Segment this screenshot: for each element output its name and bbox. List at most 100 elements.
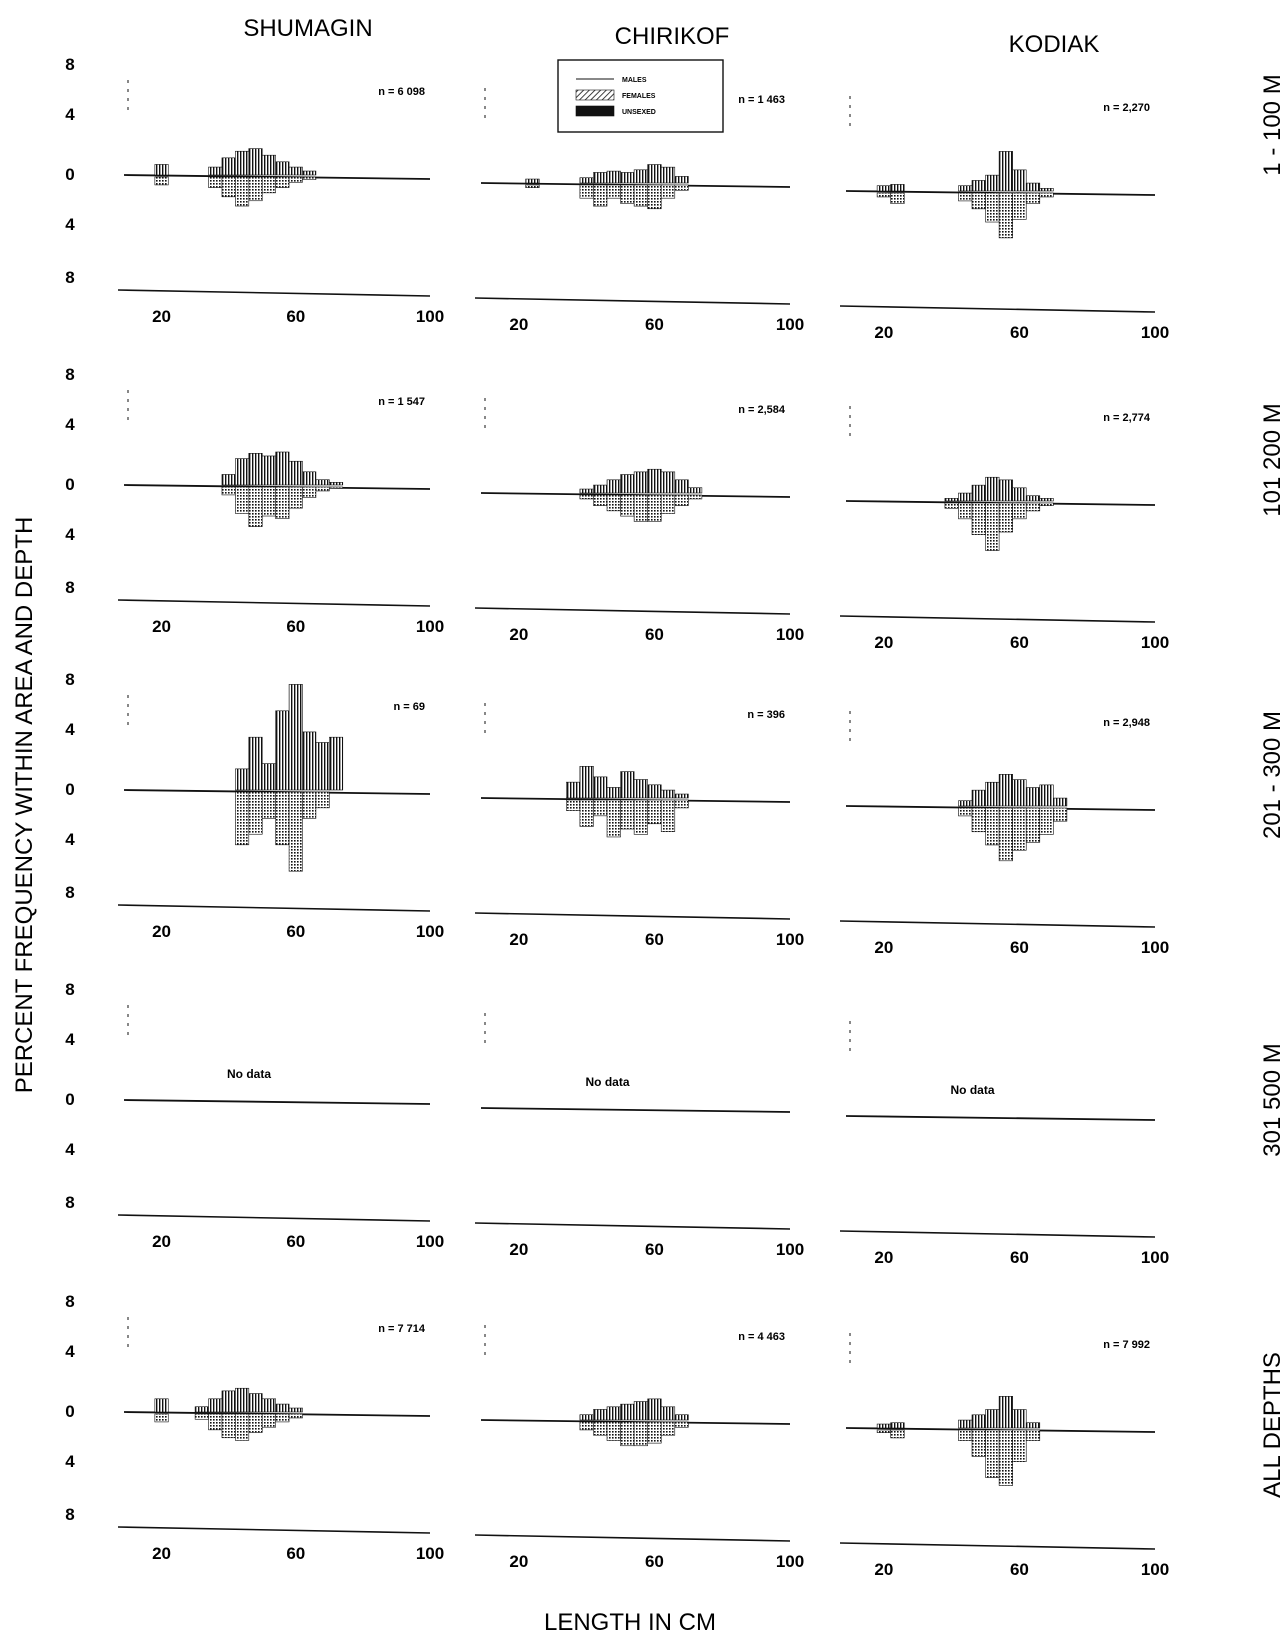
bar-upper — [998, 479, 1013, 502]
x-axis-line — [117, 289, 431, 297]
y-tick-label: 8 — [65, 980, 74, 999]
bar-upper — [154, 1398, 169, 1413]
bar-lower — [288, 486, 303, 509]
bar-lower — [944, 502, 959, 509]
bar-upper — [248, 453, 263, 486]
bar-lower — [674, 494, 689, 506]
sample-size-label: n = 2,774 — [1103, 412, 1151, 424]
bar-lower — [235, 791, 250, 846]
x-tick-label: 100 — [416, 1544, 444, 1563]
bar-lower — [876, 1429, 891, 1433]
bar-upper — [647, 784, 662, 799]
panel-shumagin-row-5: 20 60 100 8 4 0 4 8 n = 7 714 — [65, 1292, 444, 1563]
bar-upper — [620, 474, 635, 494]
bar-lower — [275, 176, 290, 188]
sample-size-label: n = 7 992 — [1103, 1339, 1150, 1351]
bar-lower — [1039, 192, 1054, 198]
bar-upper — [998, 151, 1013, 192]
bar-upper — [944, 498, 959, 502]
bar-lower — [221, 1413, 236, 1439]
bar-upper — [288, 684, 303, 791]
x-tick-label: 60 — [286, 922, 305, 941]
zero-baseline — [845, 1115, 1156, 1121]
bar-upper — [302, 471, 317, 486]
bar-upper — [288, 460, 303, 486]
x-axis-line — [839, 1542, 1156, 1550]
bar-lower — [890, 192, 905, 204]
bar-lower — [660, 799, 676, 832]
bar-lower — [315, 791, 330, 809]
panel-chirikof-row-1: 20 60 100 n = 1 463 MALES FEMALES UNSEXED — [474, 59, 804, 334]
panel-chirikof-row-3: 20 60 100 n = 396 — [474, 703, 804, 949]
y-tick-label: 4 — [65, 105, 75, 124]
x-tick-label: 20 — [152, 1232, 171, 1251]
x-tick-label: 20 — [152, 617, 171, 636]
bar-lower — [235, 1413, 250, 1441]
bar-upper — [985, 1409, 1000, 1429]
panel-shumagin-row-2: 20 60 100 8 4 0 4 8 n = 1 547 — [65, 365, 444, 636]
bar-lower — [593, 494, 608, 506]
y-tick-label: 4 — [65, 525, 75, 544]
bar-lower — [261, 486, 276, 517]
bar-lower — [288, 1413, 303, 1419]
bar-lower — [1012, 192, 1027, 220]
bar-lower — [647, 799, 662, 825]
bar-upper — [971, 484, 986, 502]
x-axis-line — [839, 615, 1156, 623]
bar-lower — [876, 192, 891, 198]
bar-upper — [606, 787, 621, 799]
x-tick-label: 20 — [152, 922, 171, 941]
x-axis-line — [474, 607, 791, 615]
bar-upper — [971, 789, 986, 807]
y-tick-label: 4 — [65, 1452, 75, 1471]
bar-lower — [302, 486, 317, 498]
x-axis-line — [474, 297, 791, 305]
bar-lower — [660, 1421, 676, 1436]
y-axis-title: PERCENT FREQUENCY WITHIN AREA AND DEPTH — [11, 517, 38, 1094]
bar-upper — [248, 736, 263, 791]
y-tick-label: 8 — [65, 670, 74, 689]
x-tick-label: 20 — [509, 930, 528, 949]
bar-lower — [154, 1413, 169, 1423]
x-tick-label: 20 — [874, 1560, 893, 1579]
bar-lower — [647, 494, 662, 522]
bar-upper — [647, 1398, 662, 1421]
x-tick-label: 20 — [874, 938, 893, 957]
bar-upper — [633, 1401, 648, 1421]
legend-swatch — [575, 89, 615, 101]
y-tick-label: 8 — [65, 883, 74, 902]
x-tick-label: 100 — [776, 930, 804, 949]
bar-lower — [1039, 502, 1054, 506]
y-tick-label: 4 — [65, 830, 75, 849]
bar-lower — [958, 502, 973, 520]
bar-upper — [985, 781, 1000, 807]
bar-upper — [971, 1414, 986, 1429]
x-tick-label: 20 — [874, 633, 893, 652]
column-title-shumagin: SHUMAGIN — [243, 15, 372, 42]
no-data-label: No data — [585, 1075, 629, 1089]
bar-upper — [275, 451, 290, 486]
x-axis-line — [117, 599, 431, 607]
bar-lower — [261, 791, 276, 819]
bar-upper — [248, 148, 263, 176]
bar-upper — [525, 178, 540, 184]
x-tick-label: 60 — [286, 1544, 305, 1563]
bar-upper — [566, 781, 581, 799]
x-axis-line — [474, 1222, 791, 1230]
bar-upper — [660, 471, 676, 494]
bar-lower — [958, 192, 973, 202]
bar-upper — [248, 1393, 263, 1413]
bar-upper — [674, 1414, 689, 1421]
x-axis-line — [117, 1526, 431, 1534]
bar-upper — [998, 774, 1013, 807]
bar-lower — [971, 1429, 986, 1457]
bar-lower — [579, 799, 594, 827]
y-tick-label: 4 — [65, 1342, 75, 1361]
bar-lower — [221, 486, 236, 496]
row-label-101-200: 101 200 M — [1259, 403, 1286, 516]
x-tick-label: 100 — [416, 617, 444, 636]
bar-lower — [890, 1429, 905, 1439]
bar-upper — [606, 479, 621, 494]
bar-lower — [208, 176, 223, 188]
